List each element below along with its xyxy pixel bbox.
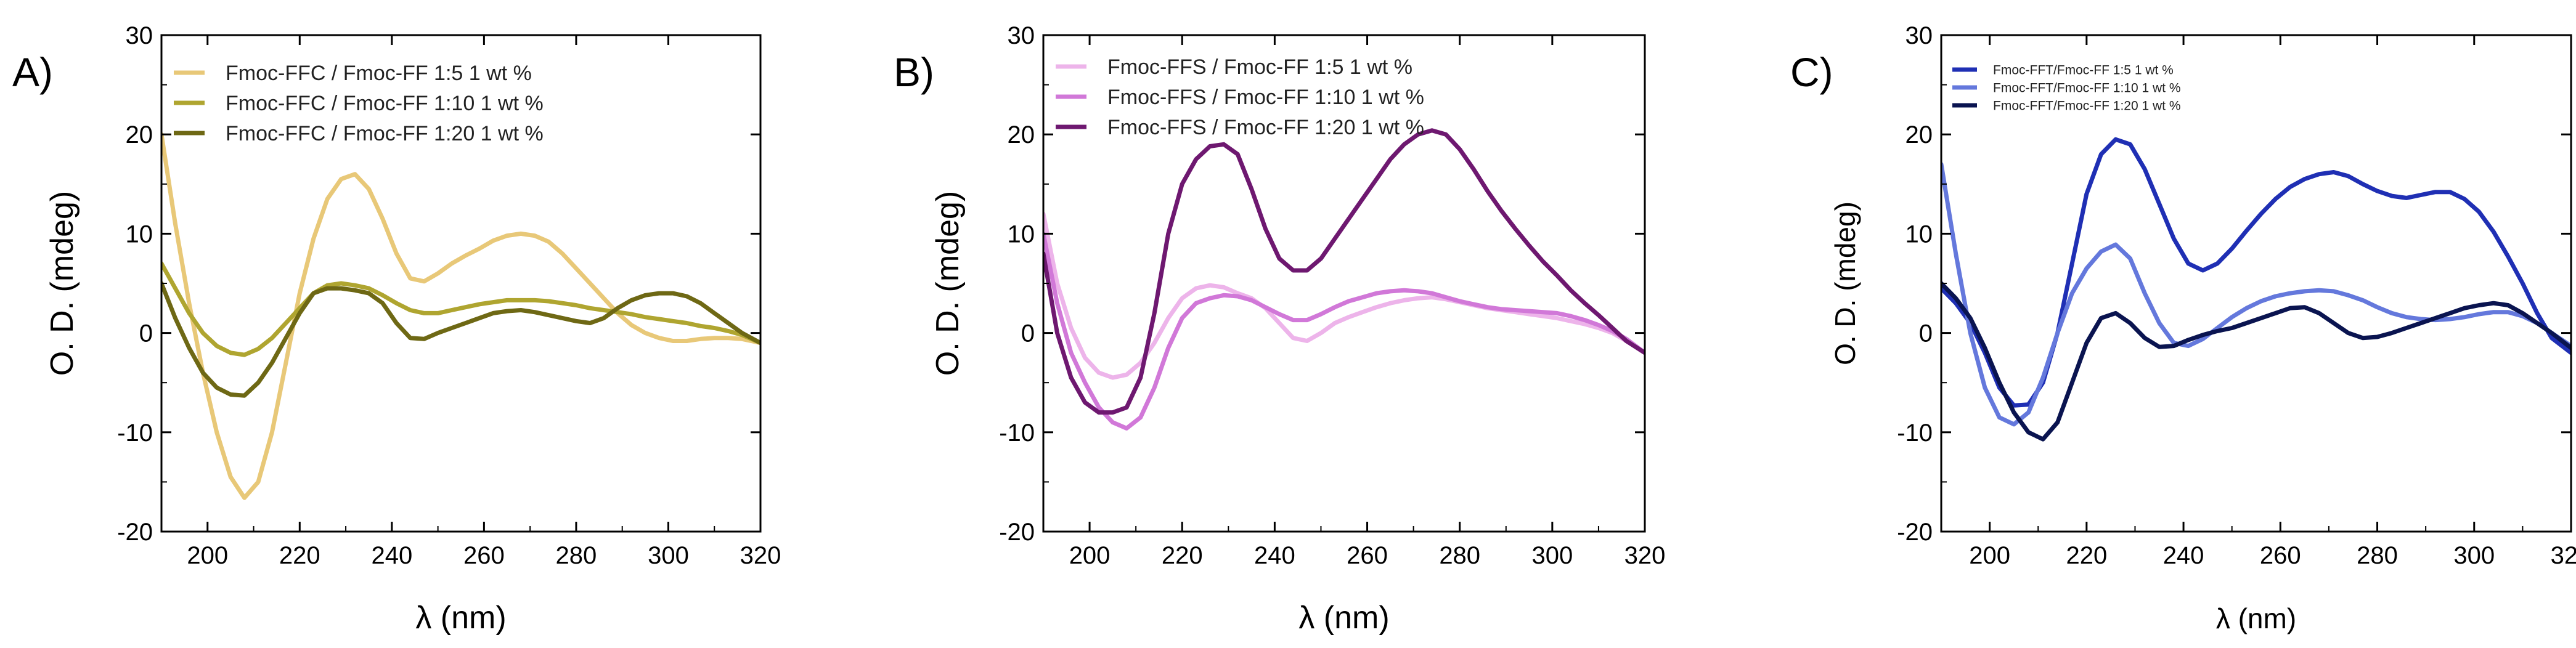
panel-a: A) 200 220 240 260 280 300 320 -20 -10 0 10 20 30 λ (n… [12, 22, 781, 636]
legend-entry: Fmoc-FFC / Fmoc-FF 1:10 1 wt % [226, 92, 544, 115]
x-tick-label: 260 [1347, 542, 1388, 569]
y-tick-label: -20 [999, 519, 1035, 546]
panel-b: B) 200 220 240 260 280 300 320 -20 -10 0 10 20 30 λ (n… [894, 22, 1665, 636]
x-tick-label: 260 [463, 542, 505, 569]
y-tick-label: 30 [126, 22, 153, 49]
x-tick-label: 260 [2260, 542, 2301, 569]
y-tick-label: 20 [126, 121, 153, 148]
x-tick-label: 240 [1254, 542, 1295, 569]
panel-c: C) 200 220 240 260 280 300 320 -20 -10 0 10 20 30 λ (n… [1790, 22, 2576, 634]
series-line-2 [1043, 231, 1645, 431]
y-tick-label: -10 [1897, 419, 1933, 447]
legend-entry: Fmoc-FFS / Fmoc-FF 1:5 1 wt % [1107, 55, 1412, 79]
x-tick-label: 280 [556, 542, 597, 569]
y-tick-label: 20 [1008, 121, 1035, 148]
legend-entry: Fmoc-FFS / Fmoc-FF 1:20 1 wt % [1107, 116, 1424, 139]
legend-entry: Fmoc-FFT/Fmoc-FF 1:10 1 wt % [1993, 81, 2181, 95]
legend-entry: Fmoc-FFT/Fmoc-FF 1:5 1 wt % [1993, 63, 2174, 77]
series-line-2 [161, 261, 760, 357]
x-tick-label: 320 [740, 542, 781, 569]
x-tick-label: 300 [2453, 542, 2495, 569]
legend-entry: Fmoc-FFC / Fmoc-FF 1:5 1 wt % [226, 62, 532, 85]
x-tick-label: 300 [648, 542, 689, 569]
legend-entry: Fmoc-FFT/Fmoc-FF 1:20 1 wt % [1993, 99, 2181, 113]
x-axis-label: λ (nm) [2216, 602, 2296, 634]
x-tick-label: 300 [1531, 542, 1573, 569]
y-tick-label: 30 [1008, 22, 1035, 49]
y-tick-label: 0 [139, 320, 153, 347]
plot-frame [1042, 34, 1646, 533]
panel-label: B) [894, 49, 934, 95]
x-tick-label: 200 [1969, 542, 2010, 569]
series-line-2 [1941, 162, 2571, 427]
y-axis-label: O. D. (mdeg) [44, 191, 80, 376]
y-tick-label: 0 [1919, 320, 1933, 347]
y-tick-label: 20 [1906, 121, 1933, 148]
y-tick-label: 10 [126, 221, 153, 248]
y-tick-label: 10 [1906, 221, 1933, 248]
series-line-3 [161, 281, 760, 398]
panel-label: C) [1790, 49, 1833, 95]
y-tick-label: -20 [117, 519, 153, 546]
legend-entry: Fmoc-FFC / Fmoc-FF 1:20 1 wt % [226, 122, 544, 145]
y-tick-label: -10 [117, 419, 153, 447]
panel-label: A) [12, 49, 53, 95]
series-line-1 [1043, 211, 1645, 380]
y-axis-label: O. D. (mdeg) [1829, 201, 1861, 365]
series-line-1 [161, 132, 760, 500]
x-axis-label: λ (nm) [1298, 600, 1389, 636]
x-tick-label: 200 [1069, 542, 1111, 569]
x-tick-label: 280 [1439, 542, 1480, 569]
series-line-3 [1941, 281, 2571, 442]
y-tick-label: 0 [1021, 320, 1035, 347]
legend-entry: Fmoc-FFS / Fmoc-FF 1:10 1 wt % [1107, 86, 1424, 109]
x-tick-label: 200 [187, 542, 228, 569]
x-tick-label: 280 [2357, 542, 2398, 569]
y-tick-label: -20 [1897, 519, 1933, 546]
series-line-3 [1043, 128, 1645, 415]
x-tick-label: 240 [371, 542, 412, 569]
x-tick-label: 320 [1624, 542, 1666, 569]
x-tick-label: 240 [2163, 542, 2204, 569]
y-tick-label: 10 [1008, 221, 1035, 248]
x-tick-label: 220 [279, 542, 320, 569]
x-tick-label: 220 [1162, 542, 1203, 569]
x-tick-label: 320 [2551, 542, 2576, 569]
y-tick-label: -10 [999, 419, 1035, 447]
y-axis-label: O. D. (mdeg) [930, 191, 966, 376]
series-line-1 [1941, 137, 2571, 408]
x-tick-label: 220 [2066, 542, 2107, 569]
x-axis-label: λ (nm) [415, 600, 506, 636]
y-tick-label: 30 [1906, 22, 1933, 49]
